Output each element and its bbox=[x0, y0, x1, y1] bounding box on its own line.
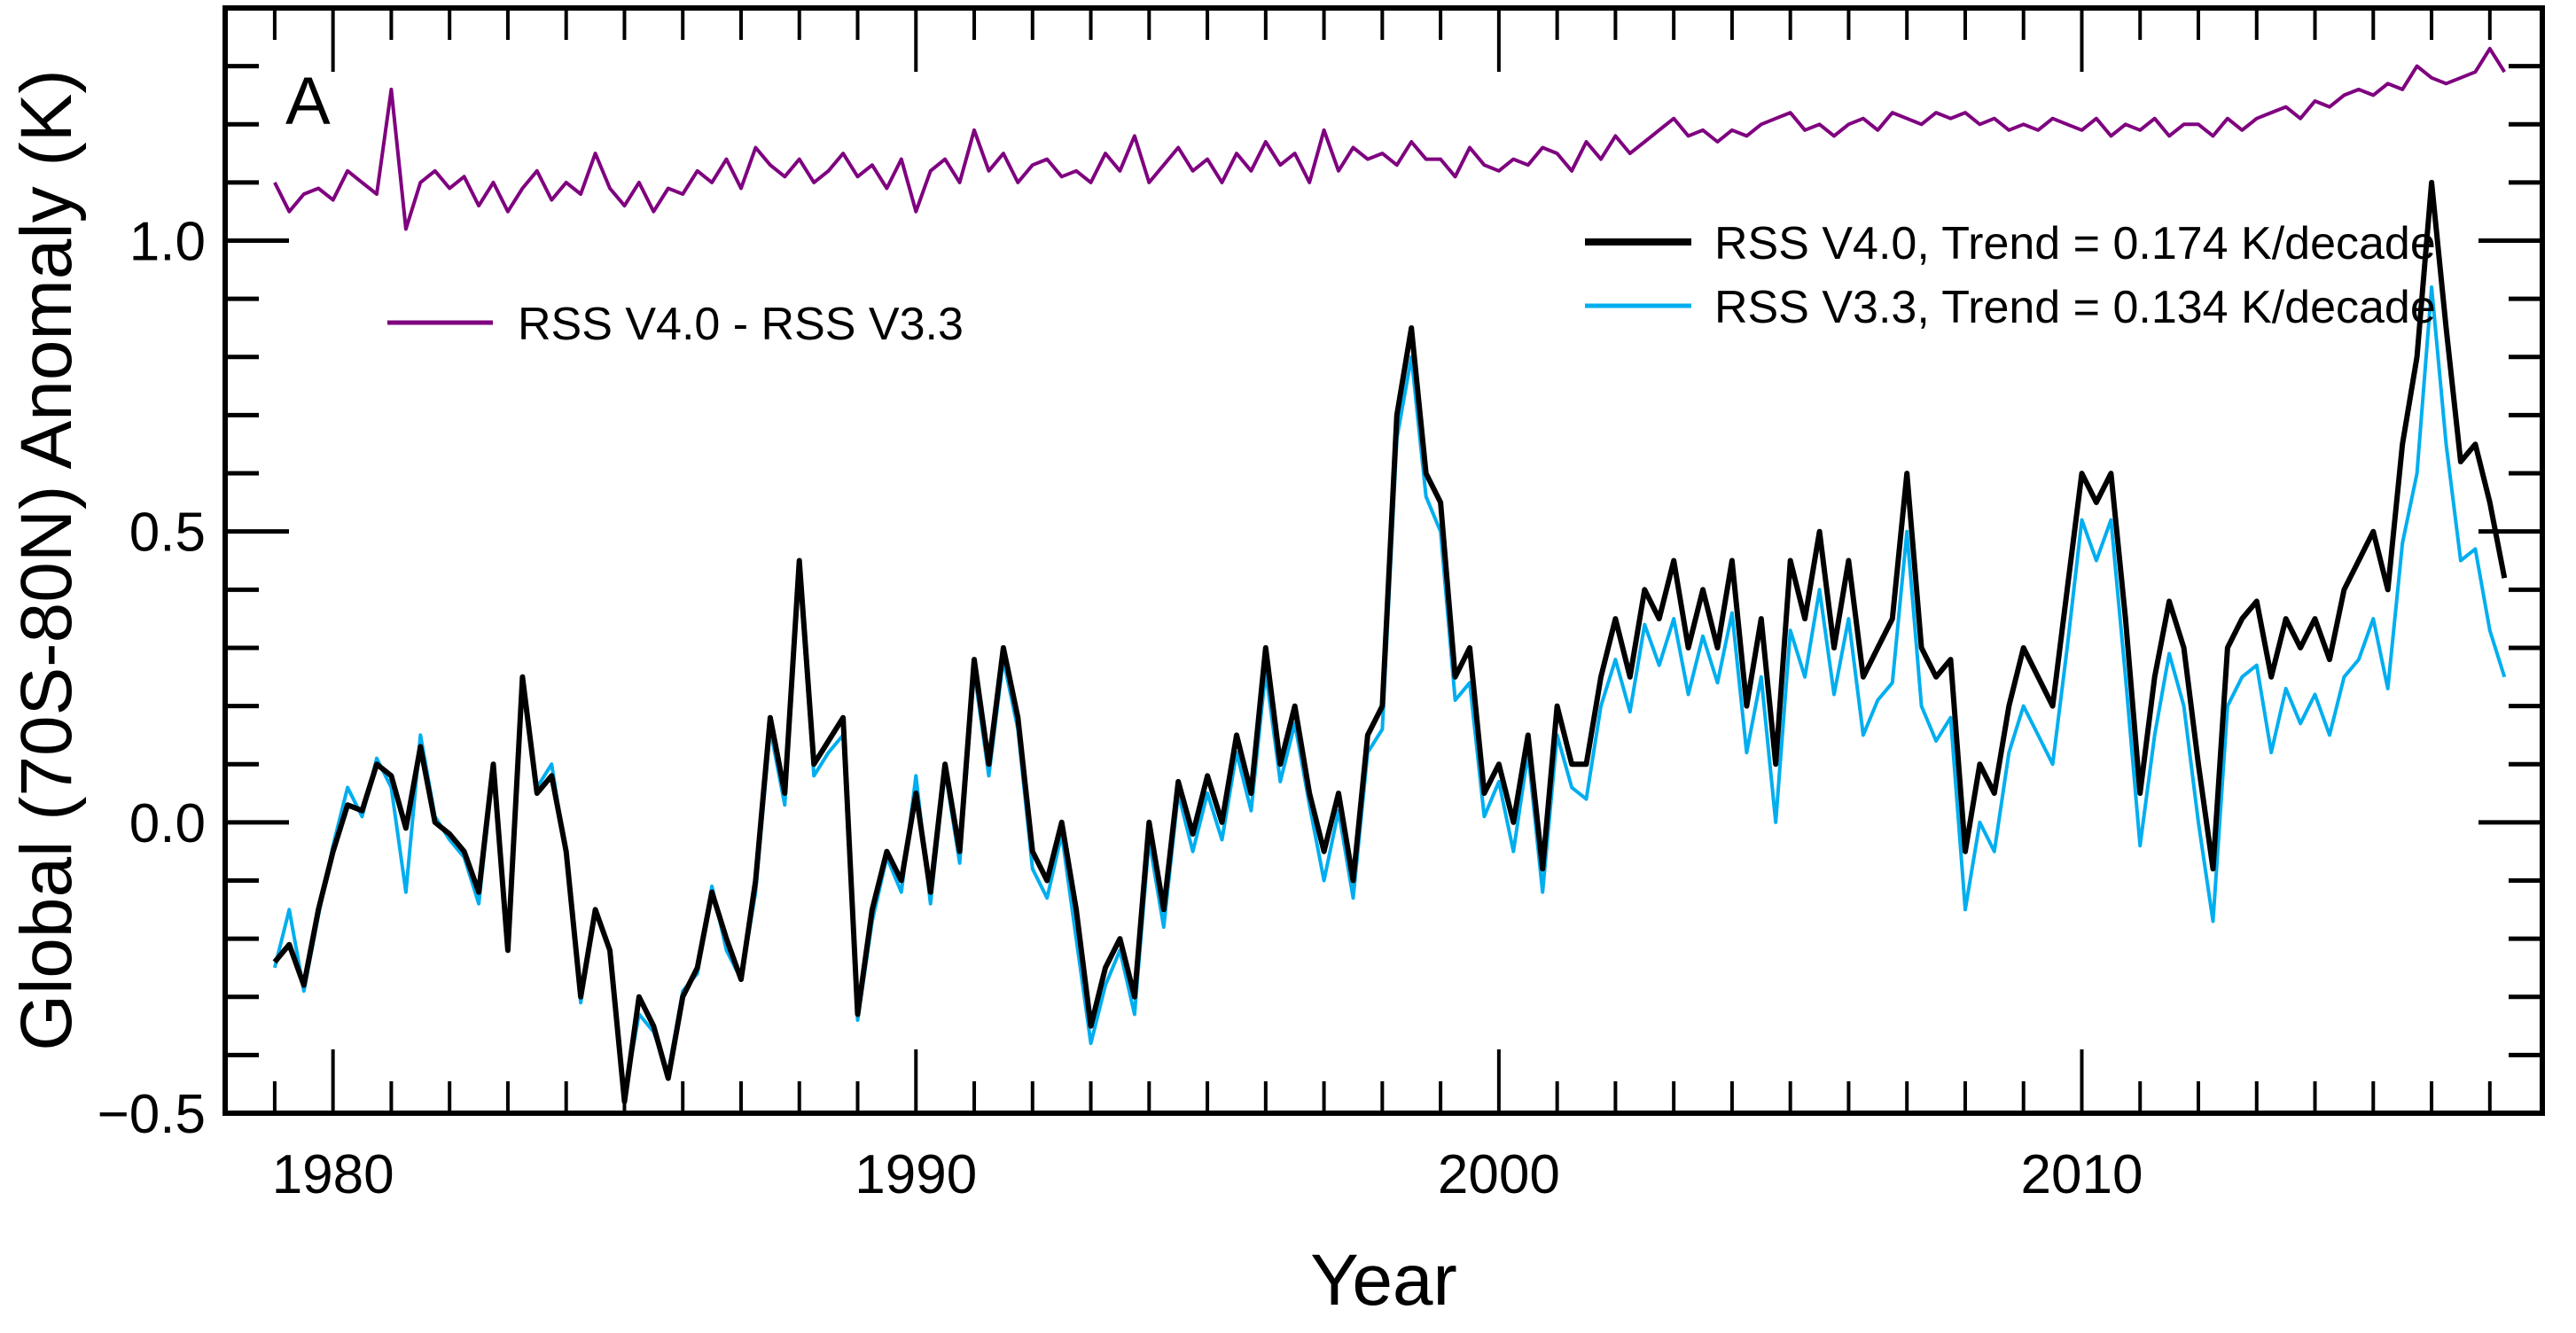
x-tick-labels: 1980 1990 2000 2010 bbox=[272, 1144, 2143, 1205]
y-tick-label: 1.0 bbox=[129, 212, 206, 273]
legend-main: RSS V4.0, Trend = 0.174 K/decade RSS V3.… bbox=[1585, 218, 2436, 333]
axis-ticks bbox=[225, 5, 2542, 1116]
y-axis-title: Global (70S-80N) Anomaly (K) bbox=[6, 69, 87, 1050]
legend-label-v40: RSS V4.0, Trend = 0.174 K/decade bbox=[1714, 218, 2436, 269]
x-tick-label: 2000 bbox=[1438, 1144, 1560, 1205]
x-tick-label: 1990 bbox=[855, 1144, 977, 1205]
legend-label-v33: RSS V3.3, Trend = 0.134 K/decade bbox=[1714, 282, 2436, 333]
x-tick-label: 1980 bbox=[272, 1144, 394, 1205]
series-line-diff bbox=[273, 46, 2506, 231]
series-line-v33 bbox=[272, 285, 2507, 1098]
y-tick-label: −0.5 bbox=[98, 1084, 206, 1145]
legend-diff: RSS V4.0 - RSS V3.3 bbox=[387, 299, 964, 350]
plot-frame bbox=[222, 5, 2545, 1116]
x-axis-title: Year bbox=[1310, 1240, 1457, 1321]
y-tick-labels: −0.5 0.0 0.5 1.0 bbox=[98, 212, 206, 1145]
y-tick-label: 0.5 bbox=[129, 503, 206, 564]
y-tick-label: 0.0 bbox=[129, 793, 206, 854]
series-line-v40 bbox=[272, 179, 2508, 1104]
x-tick-label: 2010 bbox=[2021, 1144, 2143, 1205]
panel-label: A bbox=[285, 64, 331, 139]
legend-label-diff: RSS V4.0 - RSS V3.3 bbox=[518, 299, 964, 350]
series-lines bbox=[272, 46, 2508, 1104]
